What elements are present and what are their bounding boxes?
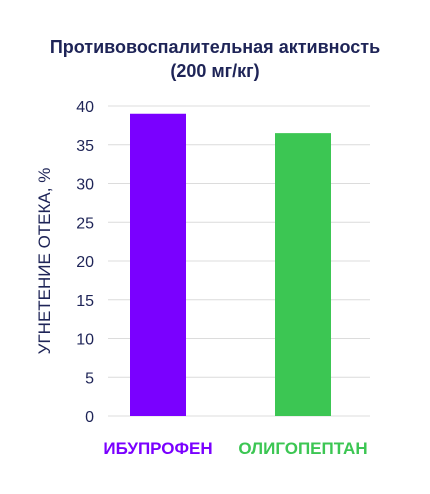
y-tick-label: 35 xyxy=(76,138,94,155)
y-tick-label: 0 xyxy=(85,409,94,426)
category-label: ОЛИГОПЕПТАН xyxy=(238,439,367,458)
y-tick-label: 5 xyxy=(85,370,94,387)
y-tick-label: 10 xyxy=(76,332,94,349)
bars xyxy=(130,113,331,416)
category-label: ИБУПРОФЕН xyxy=(103,439,212,458)
category-labels: ИБУПРОФЕН ОЛИГОПЕПТАН xyxy=(103,439,367,458)
bar-oligopeptan xyxy=(275,133,331,416)
y-tick-label: 40 xyxy=(76,99,94,116)
y-axis-label: УГНЕТЕНИЕ ОТЕКА, % xyxy=(35,168,54,355)
y-tick-labels: 0 5 10 15 20 25 30 35 40 xyxy=(76,99,94,426)
y-tick-label: 30 xyxy=(76,177,94,194)
y-tick-label: 15 xyxy=(76,293,94,310)
chart-subtitle: (200 мг/кг) xyxy=(170,61,259,81)
chart-title: Противовоспалительная активность xyxy=(50,37,380,57)
bar-ibuprofen xyxy=(130,113,186,416)
y-tick-label: 20 xyxy=(76,254,94,271)
y-tick-label: 25 xyxy=(76,215,94,232)
